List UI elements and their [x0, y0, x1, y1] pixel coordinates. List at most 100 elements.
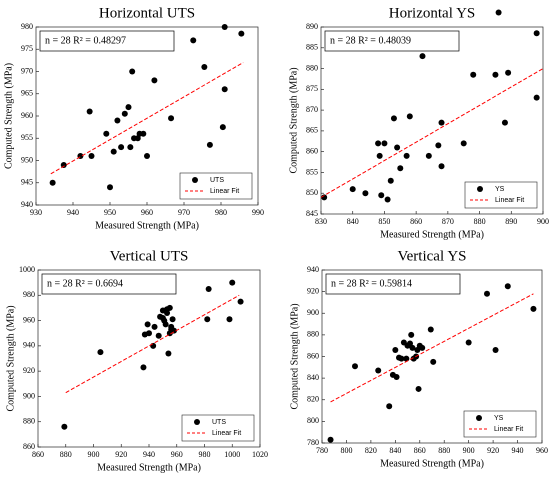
point: [406, 113, 413, 120]
x-tick-label: 960: [171, 450, 183, 459]
y-tick-label: 950: [21, 155, 33, 164]
y-tick-label: 980: [23, 290, 35, 299]
y-tick-label: 800: [307, 416, 319, 425]
legend-label: YS: [494, 415, 504, 422]
point: [362, 190, 369, 197]
point: [238, 30, 245, 37]
point: [460, 140, 467, 147]
chart-title: Vertical UTS: [110, 248, 189, 264]
y-tick-label: 860: [306, 146, 318, 155]
point: [408, 331, 415, 338]
y-tick-label: 920: [307, 286, 319, 295]
point: [144, 153, 150, 160]
panel: Horizontal YS 830 840 850 860 870 880 890 900 845…: [288, 5, 549, 240]
y-tick-label: 920: [23, 366, 35, 375]
panel: Vertical YS 780 800 820 840 860 880 900 920 940 96…: [289, 248, 548, 469]
point: [384, 196, 391, 203]
x-tick-label: 990: [252, 208, 264, 217]
x-tick-label: 980: [199, 450, 211, 459]
x-tick-label: 860: [410, 217, 422, 226]
fit-line: [50, 62, 244, 175]
annotation: n = 28 R² = 0.48039: [330, 35, 411, 46]
x-tick-label: 870: [442, 217, 454, 226]
point: [88, 153, 95, 160]
point: [221, 86, 228, 93]
y-tick-label: 865: [306, 126, 318, 135]
point: [470, 71, 477, 78]
x-tick-label: 970: [178, 208, 190, 217]
x-tick-label: 1000: [224, 450, 240, 459]
x-tick-label: 940: [512, 446, 524, 455]
x-tick-label: 960: [141, 208, 153, 217]
point: [419, 344, 426, 351]
point: [97, 349, 104, 356]
legend-box: [463, 410, 537, 438]
point: [144, 321, 151, 328]
point: [492, 347, 499, 354]
y-tick-label: 945: [21, 178, 33, 187]
point: [49, 179, 56, 186]
y-tick-label: 860: [23, 442, 35, 451]
annotation-box: [39, 30, 175, 52]
point: [495, 9, 502, 16]
annotation: n = 28 R² = 0.48297: [45, 35, 126, 46]
point: [430, 358, 437, 365]
point: [419, 53, 426, 60]
point: [118, 144, 125, 151]
point: [125, 104, 132, 111]
y-tick-label: 890: [306, 22, 318, 31]
y-tick-label: 900: [23, 391, 35, 400]
chart-title: Vertical YS: [397, 248, 466, 264]
point: [376, 152, 383, 159]
point: [229, 279, 236, 286]
point: [107, 184, 113, 191]
point: [392, 347, 399, 354]
point: [396, 354, 402, 361]
x-tick-label: 890: [505, 217, 517, 226]
point: [505, 69, 512, 76]
y-tick-label: 885: [306, 43, 318, 52]
x-tick-label: 1020: [252, 450, 268, 459]
annotation-box: [41, 273, 177, 295]
chart-title: Horizontal UTS: [99, 5, 195, 21]
x-tick-label: 830: [315, 217, 327, 226]
x-tick-label: 880: [438, 446, 450, 455]
point: [375, 140, 382, 147]
fit-line: [330, 293, 534, 403]
point: [164, 306, 171, 313]
y-tick-label: 880: [306, 63, 318, 72]
point: [386, 403, 393, 410]
point: [403, 355, 410, 362]
point: [501, 119, 508, 126]
point: [427, 326, 434, 333]
x-tick-label: 980: [215, 208, 227, 217]
legend-box: [181, 414, 255, 442]
y-tick-label: 940: [307, 265, 319, 274]
x-tick-label: 930: [30, 208, 42, 217]
panel: Vertical UTS 860 880 900 920 940 960 980 1000 102…: [5, 248, 268, 473]
point: [60, 161, 67, 168]
point: [168, 115, 175, 122]
x-tick-label: 800: [340, 446, 352, 455]
point: [221, 24, 228, 30]
legend-box: [464, 181, 538, 209]
point: [205, 285, 212, 292]
point: [190, 37, 197, 44]
point: [352, 363, 358, 370]
x-tick-label: 820: [365, 446, 377, 455]
x-axis-label: Measured Strength (MPa): [97, 462, 201, 473]
x-tick-label: 900: [88, 450, 100, 459]
y-tick-label: 850: [306, 188, 318, 197]
point: [397, 165, 404, 172]
point: [61, 423, 68, 430]
y-tick-label: 980: [21, 22, 33, 31]
point: [219, 124, 226, 131]
point: [484, 290, 490, 297]
legend-label: Linear Fit: [494, 426, 523, 433]
y-tick-label: 820: [307, 395, 319, 404]
legend-label: Linear Fit: [212, 430, 241, 437]
y-tick-label: 860: [307, 351, 319, 360]
y-axis-label: Computed Strength (MPa): [3, 63, 14, 169]
y-axis-label: Computed Strength (MPa): [288, 67, 299, 173]
